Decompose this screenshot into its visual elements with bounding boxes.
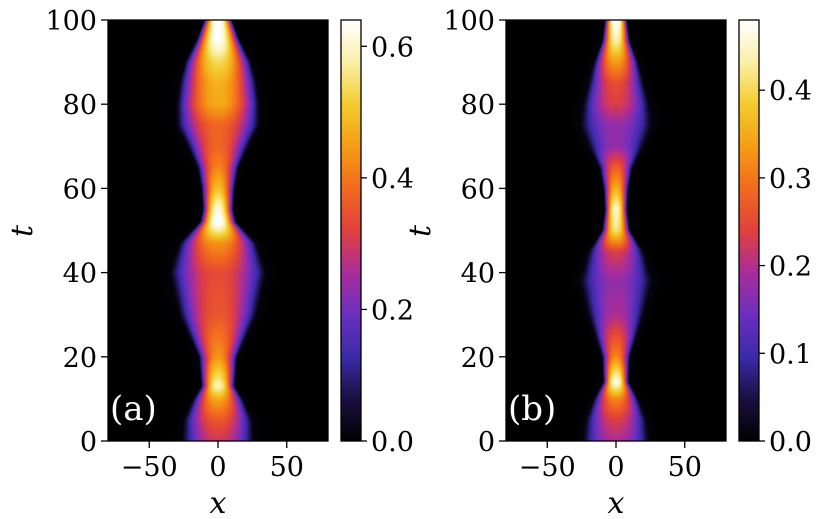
y-tick-label: 40 (63, 259, 97, 290)
y-tick-label: 0 (80, 427, 97, 458)
x-tick-label: 0 (607, 452, 624, 483)
x-tick-label: 50 (270, 452, 304, 483)
panel-a: −50 0 50 0 20 40 60 80 100 x t (a) 0.0 0.2 0.4 0.6 (5, 6, 414, 519)
colorbar-ticks-a: 0.0 0.2 0.4 0.6 (361, 32, 414, 458)
colorbar-ticks-b: 0.0 0.1 0.2 0.3 0.4 (759, 76, 812, 458)
y-axis-ticks-b: 0 20 40 60 80 100 (443, 6, 506, 458)
colorbar-tick-label: 0.4 (769, 76, 812, 107)
y-tick-label: 80 (63, 90, 97, 121)
x-tick-label: 50 (668, 452, 702, 483)
y-tick-label: 0 (478, 427, 495, 458)
y-tick-label: 60 (461, 174, 495, 205)
y-tick-label: 100 (443, 6, 495, 37)
colorbar-tick-label: 0.3 (769, 164, 812, 195)
colorbar-frame-a (340, 19, 362, 442)
x-axis-ticks-a: −50 0 50 (121, 441, 304, 483)
colorbar-tick-label: 0.2 (769, 252, 812, 283)
y-tick-label: 80 (461, 90, 495, 121)
x-tick-label: 0 (209, 452, 226, 483)
colorbar-tick-label: 0.0 (769, 427, 812, 458)
x-tick-label: −50 (519, 452, 576, 483)
y-tick-label: 60 (63, 174, 97, 205)
panel-label-a: (a) (110, 389, 157, 429)
y-axis-ticks-a: 0 20 40 60 80 100 (45, 6, 108, 458)
x-axis-ticks-b: −50 0 50 (519, 441, 702, 483)
panel-label-b: (b) (508, 389, 556, 429)
colorbar-tick-label: 0.4 (371, 164, 414, 195)
y-axis-label-a: t (5, 224, 40, 237)
colorbar-tick-label: 0.0 (371, 427, 414, 458)
colorbar-tick-label: 0.2 (371, 295, 414, 326)
y-tick-label: 100 (45, 6, 97, 37)
panel-b: −50 0 50 0 20 40 60 80 100 x t (b) 0.0 0.1 0.2 0.3… (403, 6, 812, 519)
x-tick-label: −50 (121, 452, 178, 483)
colorbar-tick-label: 0.6 (371, 32, 414, 63)
heatmap-a-image (108, 20, 328, 441)
colorbar-a (341, 20, 361, 441)
x-axis-label-a: x (210, 486, 227, 519)
y-tick-label: 20 (461, 343, 495, 374)
x-axis-label-b: x (608, 486, 625, 519)
colorbar-b (739, 20, 759, 441)
heatmap-b-image (506, 20, 726, 441)
colorbar-frame-b (738, 19, 760, 442)
y-tick-label: 20 (63, 343, 97, 374)
y-axis-label-b: t (403, 224, 438, 237)
y-tick-label: 40 (461, 259, 495, 290)
colorbar-tick-label: 0.1 (769, 339, 812, 370)
